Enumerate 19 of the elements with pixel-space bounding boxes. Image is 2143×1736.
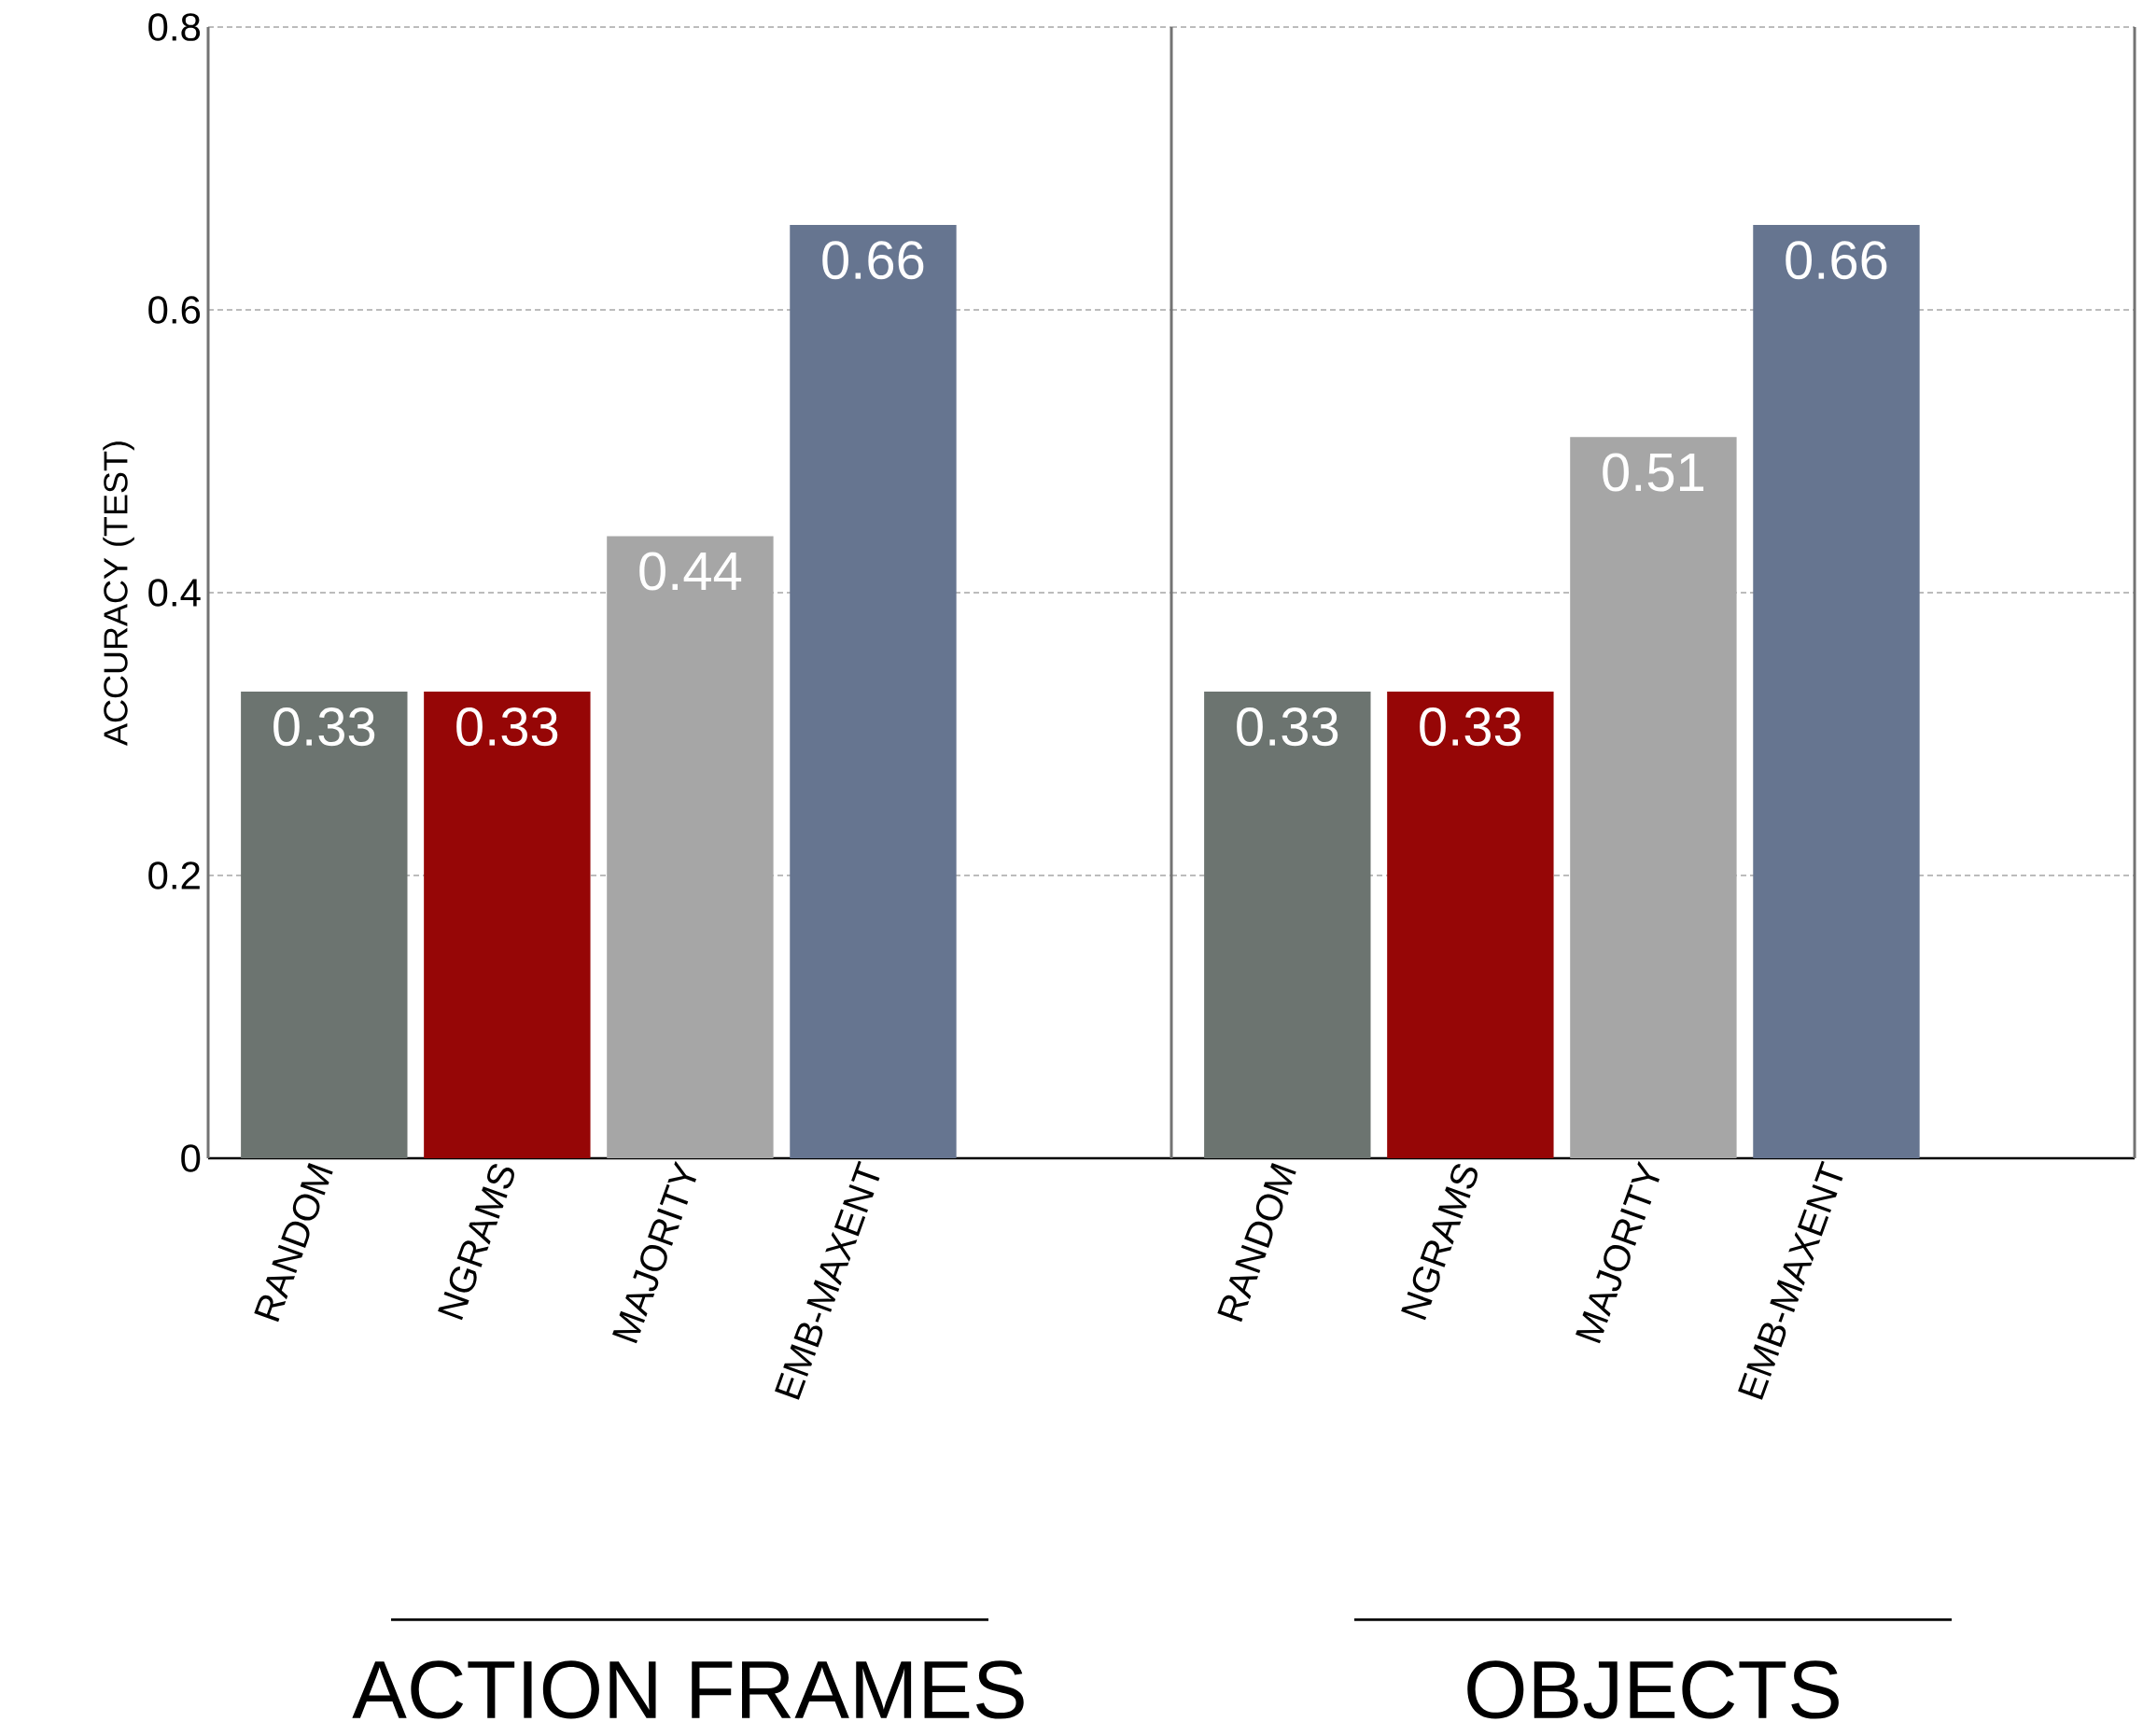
data-label: 0.51 — [1603, 453, 1704, 492]
data-label: 0.66 — [822, 241, 924, 280]
data-label: 0.44 — [639, 552, 742, 591]
data-label: 0.66 — [1786, 241, 1887, 280]
y-tick-label: 0 — [181, 1144, 201, 1172]
bar — [241, 692, 408, 1159]
bar — [790, 225, 957, 1159]
bar — [424, 692, 591, 1159]
data-label: 0.33 — [456, 707, 558, 747]
y-axis-title: ACCURACY (TEST) — [103, 441, 134, 746]
y-tick-label: 0.8 — [148, 13, 201, 41]
data-label: 0.33 — [1420, 707, 1521, 747]
y-tick-label: 0.4 — [148, 579, 201, 607]
data-label: 0.33 — [273, 707, 375, 747]
y-tick-label: 0.2 — [148, 861, 200, 889]
x-axis-title: OBJECTS — [1467, 1660, 1839, 1719]
y-tick-label: 0.6 — [148, 296, 201, 324]
data-label: 0.33 — [1237, 707, 1338, 747]
x-axis-title: ACTION FRAMES — [352, 1660, 1024, 1719]
